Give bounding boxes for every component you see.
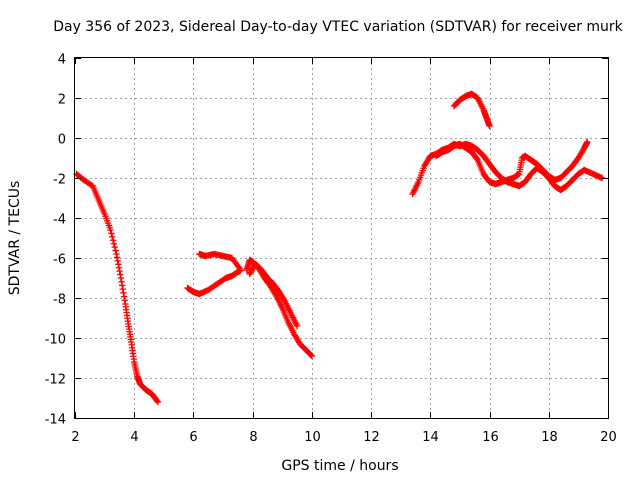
data-point [584, 138, 591, 146]
y-tick-label: -4 [53, 213, 66, 228]
y-tick-label: 4 [58, 53, 66, 68]
y-tick-label: -8 [53, 293, 66, 308]
y-tick-label: -6 [53, 253, 66, 268]
grid-lines [75, 58, 608, 418]
series-arc2 [184, 250, 245, 298]
x-tick-label: 8 [249, 430, 257, 445]
data-point [293, 322, 301, 330]
y-tick-label: -12 [45, 373, 66, 388]
axis-ticks: 2 4 6 8 10 12 14 16 18 20 -14 -12 -10 -8 -6 -4 -2 0 2 4 [45, 53, 617, 446]
x-tick-label: 18 [541, 430, 558, 445]
series-arc6 [433, 138, 591, 188]
y-tick-label: 0 [58, 133, 66, 148]
data-point [308, 352, 316, 360]
x-tick-label: 4 [130, 430, 138, 445]
data-point [109, 233, 116, 241]
x-tick-label: 10 [304, 430, 321, 445]
x-tick-label: 16 [482, 430, 499, 445]
data-point [110, 240, 118, 247]
data-point [107, 226, 114, 234]
data-point [109, 237, 117, 244]
data-point [153, 397, 161, 405]
series-arc5 [409, 140, 606, 198]
y-tick-label: -10 [45, 333, 66, 348]
plot-frame [74, 57, 609, 419]
x-tick-label: 6 [189, 430, 197, 445]
chart-title: Day 356 of 2023, Sidereal Day-to-day VTE… [53, 19, 623, 35]
y-tick-label: -2 [53, 173, 66, 188]
series-arc7 [450, 90, 493, 130]
series-arc4 [246, 260, 301, 330]
data-point [108, 230, 115, 237]
data-point [307, 351, 315, 359]
data-point [111, 243, 118, 251]
series-arc3 [243, 256, 316, 360]
data-point [154, 398, 162, 406]
data-point [112, 247, 119, 254]
x-axis-label: GPS time / hours [281, 458, 398, 474]
data-point [486, 122, 493, 130]
data-series [73, 90, 606, 406]
x-tick-label: 2 [71, 430, 79, 445]
y-tick-label: 2 [58, 93, 66, 108]
x-tick-label: 20 [600, 430, 617, 445]
series-arc1 [73, 170, 162, 406]
x-tick-label: 14 [422, 430, 439, 445]
x-tick-label: 12 [363, 430, 380, 445]
data-point [196, 250, 203, 258]
y-axis-label: SDTVAR / TECUs [7, 181, 23, 296]
y-tick-label: -14 [45, 413, 66, 428]
